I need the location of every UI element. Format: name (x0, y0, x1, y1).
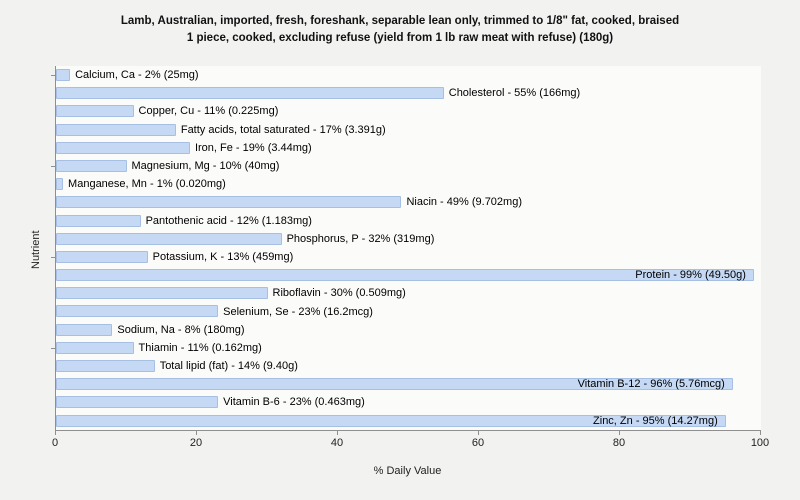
bar-label: Phosphorus, P - 32% (319mg) (286, 232, 435, 245)
bar-label: Vitamin B-12 - 96% (5.76mcg) (577, 378, 725, 391)
x-axis: 0 20 40 60 80 100 (52, 431, 769, 455)
bar-row: Riboflavin - 30% (0.509mg) (56, 284, 761, 302)
bar-row: Vitamin B-6 - 23% (0.463mg) (56, 393, 761, 411)
bar (56, 141, 190, 154)
bar (56, 378, 733, 391)
bar (56, 360, 155, 372)
bar-label: Riboflavin - 30% (0.509mg) (272, 287, 406, 300)
bar-label: Zinc, Zn - 95% (14.27mg) (593, 414, 718, 427)
x-axis-tick (196, 431, 197, 435)
y-axis-tick (51, 165, 56, 167)
bar-row: Pantothenic acid - 12% (1.183mg) (56, 212, 761, 230)
bar-row: Zinc, Zn - 95% (14.27mg) (56, 412, 761, 430)
bar (56, 105, 134, 118)
bar-label: Protein - 99% (49.50g) (635, 269, 746, 282)
y-axis-tick (51, 256, 56, 258)
bar-row: Copper, Cu - 11% (0.225mg) (56, 102, 761, 120)
x-axis-tick-label: 40 (330, 437, 344, 449)
bar-label: Iron, Fe - 19% (3.44mg) (194, 141, 312, 154)
bar-label: Sodium, Na - 8% (180mg) (117, 323, 245, 336)
bar (56, 269, 754, 282)
bar (56, 323, 113, 336)
bar-row: Magnesium, Mg - 10% (40mg) (56, 157, 761, 175)
bar (56, 396, 219, 409)
x-axis-label: % Daily Value (373, 465, 442, 477)
x-axis-tick-label: 80 (612, 437, 626, 449)
bar-row: Iron, Fe - 19% (3.44mg) (56, 139, 761, 157)
bar (56, 69, 71, 81)
plot-area: Calcium, Ca - 2% (25mg) Cholesterol - 55%… (51, 66, 761, 431)
bar (56, 87, 444, 100)
bar (56, 232, 282, 245)
bar (56, 287, 268, 300)
bar-label: Fatty acids, total saturated - 17% (3.39… (180, 123, 386, 136)
bar-label: Total lipid (fat) - 14% (9.40g) (159, 360, 298, 373)
x-axis-tick-label: 60 (471, 437, 485, 449)
x-axis-tick (55, 431, 56, 435)
bar-label: Selenium, Se - 23% (16.2mcg) (223, 305, 373, 318)
bar-label: Magnesium, Mg - 10% (40mg) (131, 160, 280, 173)
x-axis-tick-label: 20 (189, 437, 203, 449)
bar-label: Niacin - 49% (9.702mg) (406, 196, 522, 209)
y-axis-tick (51, 74, 56, 76)
chart-title: Lamb, Australian, imported, fresh, fores… (0, 13, 800, 48)
bar-row: Calcium, Ca - 2% (25mg) (56, 66, 761, 84)
bar-label: Thiamin - 11% (0.162mg) (138, 341, 262, 354)
bar-row: Protein - 99% (49.50g) (56, 266, 761, 284)
bar (56, 341, 134, 354)
x-axis-tick-label: 100 (750, 437, 770, 449)
bar (56, 196, 402, 209)
y-axis-label: Nutrient (30, 230, 42, 270)
y-axis-tick (51, 347, 56, 349)
bar-row: Vitamin B-12 - 96% (5.76mcg) (56, 375, 761, 393)
bar (56, 250, 148, 263)
bar-row: Phosphorus, P - 32% (319mg) (56, 230, 761, 248)
bar-label: Copper, Cu - 11% (0.225mg) (138, 105, 279, 118)
bar-row: Niacin - 49% (9.702mg) (56, 193, 761, 211)
bar-row: Manganese, Mn - 1% (0.020mg) (56, 175, 761, 193)
bar-label: Vitamin B-6 - 23% (0.463mg) (223, 396, 365, 409)
bar (56, 159, 127, 172)
bar-row: Thiamin - 11% (0.162mg) (56, 339, 761, 357)
bar (56, 178, 64, 191)
bar-label: Pantothenic acid - 12% (1.183mg) (145, 214, 312, 227)
x-axis-tick-label: 0 (51, 437, 59, 449)
bar-row: Selenium, Se - 23% (16.2mcg) (56, 302, 761, 320)
x-axis-tick (337, 431, 338, 435)
bar-row: Sodium, Na - 8% (180mg) (56, 321, 761, 339)
bar (56, 123, 176, 136)
bar (56, 305, 219, 318)
x-axis-tick (619, 431, 620, 435)
x-axis-tick (478, 431, 479, 435)
bar (56, 214, 141, 227)
bar (56, 414, 726, 427)
bar-row: Fatty acids, total saturated - 17% (3.39… (56, 121, 761, 139)
bar-row: Potassium, K - 13% (459mg) (56, 248, 761, 266)
x-axis-tick (760, 431, 761, 435)
bar-row: Total lipid (fat) - 14% (9.40g) (56, 357, 761, 375)
bar-row: Cholesterol - 55% (166mg) (56, 84, 761, 102)
bar-label: Calcium, Ca - 2% (25mg) (75, 69, 199, 82)
bar-label: Manganese, Mn - 1% (0.020mg) (68, 178, 226, 191)
chart-title-line-1: Lamb, Australian, imported, fresh, fores… (120, 15, 680, 27)
bar-label: Potassium, K - 13% (459mg) (152, 250, 294, 263)
chart-title-line-2: 1 piece, cooked, excluding refuse (yield… (186, 32, 614, 45)
bar-label: Cholesterol - 55% (166mg) (448, 87, 581, 100)
